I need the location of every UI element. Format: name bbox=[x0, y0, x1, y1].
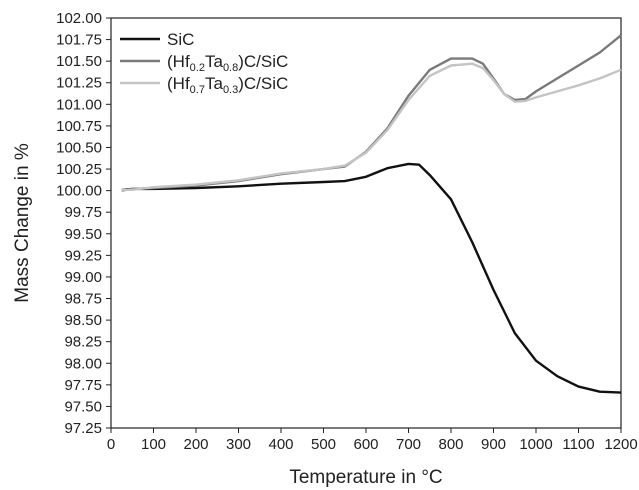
series-line-0 bbox=[121, 162, 622, 394]
x-tick-label: 400 bbox=[268, 436, 293, 453]
y-tick-label: 99.75 bbox=[64, 204, 102, 221]
y-tick-label: 101.50 bbox=[56, 53, 102, 70]
series-lines bbox=[121, 34, 622, 394]
x-tick-label: 700 bbox=[396, 436, 421, 453]
x-tick-label: 800 bbox=[438, 436, 463, 453]
y-tick-label: 100.25 bbox=[56, 161, 102, 178]
series-line-2 bbox=[121, 62, 622, 192]
x-tick-label: 600 bbox=[353, 436, 378, 453]
y-tick-label: 98.25 bbox=[64, 334, 102, 351]
y-tick-label: 100.50 bbox=[56, 139, 102, 156]
x-tick-label: 200 bbox=[183, 436, 208, 453]
x-tick-label: 500 bbox=[311, 436, 336, 453]
x-tick-label: 0 bbox=[107, 436, 115, 453]
y-tick-label: 101.75 bbox=[56, 32, 102, 49]
y-tick-label: 99.25 bbox=[64, 247, 102, 264]
y-tick-label: 97.25 bbox=[64, 420, 102, 437]
y-tick-label: 100.75 bbox=[56, 118, 102, 135]
x-tick-label: 1100 bbox=[562, 436, 594, 453]
y-axis-title: Mass Change in % bbox=[12, 143, 33, 303]
x-axis: 0 100 200 300 400 500 600 700 800 900 1000 1100 1200 bbox=[107, 428, 638, 453]
legend-entry: (Hf0.2Ta0.8)C/SiC bbox=[167, 52, 288, 74]
y-tick-label: 97.50 bbox=[64, 398, 102, 415]
x-tick-label: 900 bbox=[481, 436, 506, 453]
x-tick-label: 300 bbox=[226, 436, 251, 453]
x-axis-title: Temperature in °C bbox=[289, 467, 442, 488]
y-tick-label: 100.00 bbox=[56, 183, 102, 200]
y-tick-label: 98.50 bbox=[64, 312, 102, 329]
y-axis: 97.25 97.50 97.75 98.00 98.25 98.50 98.75 99.00… bbox=[56, 10, 111, 437]
y-tick-label: 101.00 bbox=[56, 96, 102, 113]
y-tick-label: 101.25 bbox=[56, 75, 102, 92]
y-tick-label: 98.75 bbox=[64, 291, 102, 308]
legend-entry: (Hf0.7Ta0.3)C/SiC bbox=[167, 74, 288, 96]
y-tick-label: 99.50 bbox=[64, 226, 102, 243]
legend-entry: SiC bbox=[167, 30, 194, 49]
series-line-1 bbox=[121, 34, 622, 192]
y-tick-label: 97.75 bbox=[64, 377, 102, 394]
y-tick-label: 99.00 bbox=[64, 269, 102, 286]
x-tick-label: 1000 bbox=[519, 436, 552, 453]
y-tick-label: 102.00 bbox=[56, 10, 102, 27]
y-tick-label: 98.00 bbox=[64, 355, 102, 372]
legend: SiC (Hf0.2Ta0.8)C/SiC(Hf0.7Ta0.3)C/SiC bbox=[120, 30, 288, 96]
x-tick-label: 100 bbox=[141, 436, 166, 453]
x-tick-label: 1200 bbox=[604, 436, 637, 453]
